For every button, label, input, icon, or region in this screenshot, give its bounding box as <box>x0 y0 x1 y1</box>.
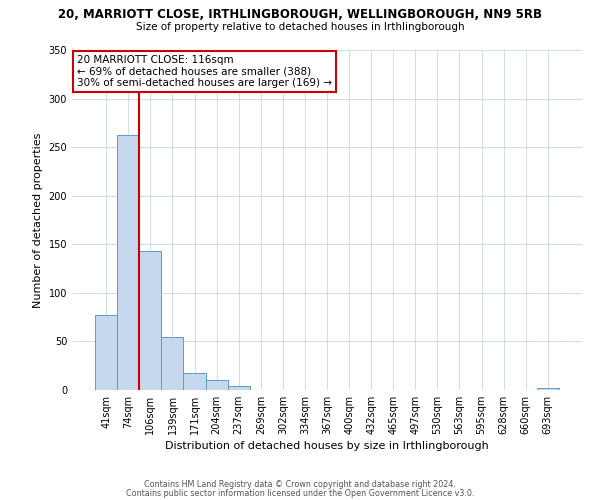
Text: 20 MARRIOTT CLOSE: 116sqm
← 69% of detached houses are smaller (388)
30% of semi: 20 MARRIOTT CLOSE: 116sqm ← 69% of detac… <box>77 55 332 88</box>
Bar <box>206 380 227 390</box>
Text: Size of property relative to detached houses in Irthlingborough: Size of property relative to detached ho… <box>136 22 464 32</box>
Bar <box>117 136 139 390</box>
Bar <box>139 251 161 390</box>
X-axis label: Distribution of detached houses by size in Irthlingborough: Distribution of detached houses by size … <box>165 441 489 451</box>
Text: 20, MARRIOTT CLOSE, IRTHLINGBOROUGH, WELLINGBOROUGH, NN9 5RB: 20, MARRIOTT CLOSE, IRTHLINGBOROUGH, WEL… <box>58 8 542 20</box>
Bar <box>184 372 206 390</box>
Bar <box>95 315 117 390</box>
Bar <box>161 336 184 390</box>
Text: Contains HM Land Registry data © Crown copyright and database right 2024.: Contains HM Land Registry data © Crown c… <box>144 480 456 489</box>
Bar <box>537 388 559 390</box>
Text: Contains public sector information licensed under the Open Government Licence v3: Contains public sector information licen… <box>126 488 474 498</box>
Bar <box>227 386 250 390</box>
Y-axis label: Number of detached properties: Number of detached properties <box>33 132 43 308</box>
